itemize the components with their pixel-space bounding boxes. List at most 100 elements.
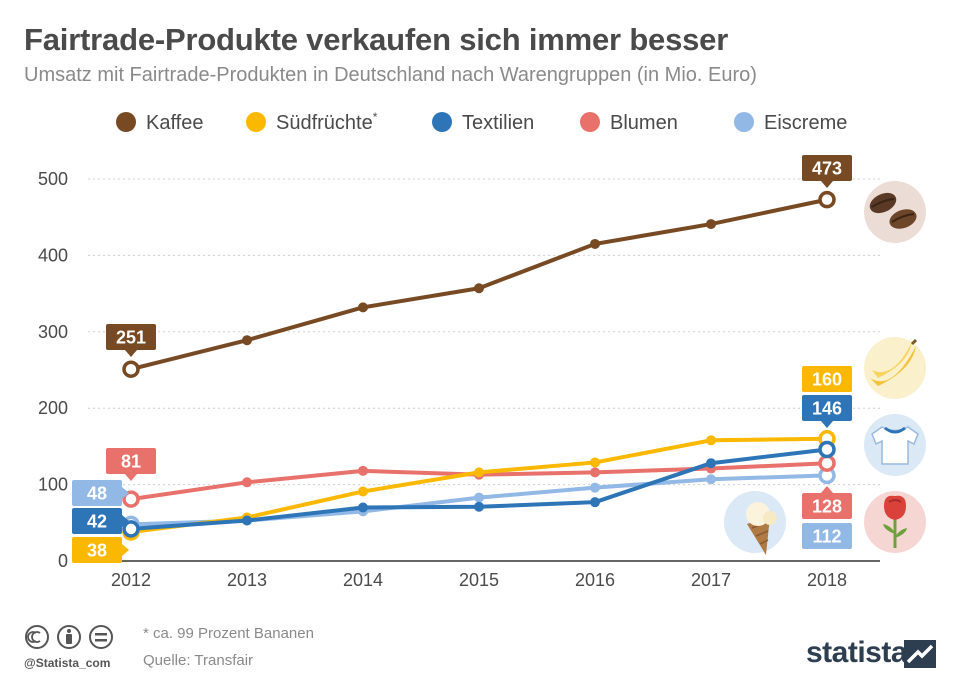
value-label-text: 112 [812, 527, 841, 547]
data-point [242, 477, 252, 488]
data-point [358, 502, 368, 513]
value-label: 42 [72, 508, 129, 534]
value-label: 112 [802, 523, 852, 549]
chart-subtitle: Umsatz mit Fairtrade-Produkten in Deutsc… [24, 64, 757, 86]
value-label-box [72, 480, 122, 506]
coffee-beans-icon [864, 181, 926, 243]
value-label-text: 38 [87, 541, 107, 561]
value-label-text: 251 [116, 328, 146, 348]
y-tick-label: 400 [38, 245, 68, 265]
x-tick-label: 2018 [807, 570, 847, 590]
value-label-box [106, 324, 156, 350]
legend-item-textilien: Textilien [432, 112, 534, 134]
x-tick-label: 2017 [691, 570, 731, 590]
value-label-box [802, 523, 852, 549]
value-label-text: 48 [87, 484, 107, 504]
data-point [706, 458, 716, 469]
value-label-box [802, 366, 852, 392]
x-tick-label: 2015 [459, 570, 499, 590]
series-kaffee [122, 190, 836, 378]
legend-label: Textilien [462, 112, 534, 134]
value-label: 81 [106, 448, 156, 481]
legend-swatch [246, 112, 266, 132]
source-note: Quelle: Transfair [143, 652, 254, 669]
data-point [706, 219, 716, 230]
legend-swatch [580, 112, 600, 132]
legend-item-blumen: Blumen [580, 112, 678, 134]
x-tick-label: 2013 [227, 570, 267, 590]
data-point [590, 457, 600, 468]
data-point [818, 190, 836, 209]
value-label-text: 146 [812, 399, 842, 419]
legend: Kaffee Südfrüchte* Textilien Blumen Eiscreme [116, 110, 847, 134]
no-derivatives-icon [89, 625, 113, 649]
legend-label: Kaffee [146, 112, 203, 134]
legend-swatch [734, 112, 754, 132]
rose-icon [864, 491, 926, 553]
value-label-box [802, 155, 852, 181]
data-point [358, 486, 368, 497]
grid [88, 178, 880, 562]
value-label-box [802, 395, 852, 421]
data-point [242, 335, 252, 346]
data-point [590, 467, 600, 478]
cc-icon [25, 625, 49, 649]
data-point [706, 474, 716, 485]
y-tick-label: 100 [38, 475, 68, 495]
value-label-box [802, 493, 852, 519]
series-textilien [122, 440, 836, 538]
legend-item-suedfruechte: Südfrüchte* [246, 110, 378, 134]
data-point [474, 492, 484, 503]
data-point [358, 302, 368, 313]
tshirt-icon [864, 414, 926, 476]
ice-cream-icon [724, 491, 786, 555]
data-point [122, 490, 140, 508]
data-point [590, 482, 600, 493]
chart-title: Fairtrade-Produkte verkaufen sich immer … [24, 22, 729, 57]
data-point [242, 515, 252, 526]
statista-logo-icon [904, 640, 936, 668]
x-tick-label: 2012 [111, 570, 151, 590]
value-label-box [72, 537, 122, 563]
attribution-icon [57, 625, 81, 649]
data-point [474, 467, 484, 478]
data-point [474, 283, 484, 294]
data-point [818, 454, 836, 472]
series-lines: 251 81 48 42 38 473 160 146 128 112 [72, 155, 852, 563]
bananas-icon [864, 337, 926, 399]
y-tick-label: 500 [38, 169, 68, 189]
legend-swatch [116, 112, 136, 132]
value-label: 48 [72, 480, 129, 506]
value-label: 251 [106, 324, 156, 357]
value-label-box [106, 448, 156, 474]
y-tick-label: 300 [38, 322, 68, 342]
footnote: * ca. 99 Prozent Bananen [143, 625, 314, 642]
data-point [818, 440, 836, 459]
value-label: 473 [802, 155, 852, 188]
value-label-text: 160 [812, 370, 842, 390]
x-tick-label: 2016 [575, 570, 615, 590]
x-axis: 2012 2013 2014 2015 2016 2017 2018 [111, 570, 847, 590]
y-axis: 0 100 200 300 400 500 [38, 169, 68, 571]
y-tick-label: 200 [38, 398, 68, 418]
legend-label: Blumen [610, 112, 678, 134]
data-point [590, 238, 600, 249]
value-label: 160 [802, 366, 852, 392]
value-label: 38 [72, 537, 129, 563]
value-label-text: 81 [121, 452, 141, 472]
data-point [706, 435, 716, 446]
data-point [122, 360, 140, 378]
twitter-handle: @Statista_com [24, 656, 111, 670]
value-label-box [72, 508, 122, 534]
value-label: 146 [802, 395, 852, 428]
license-icons [25, 625, 113, 649]
legend-swatch [432, 112, 452, 132]
data-point [122, 520, 140, 538]
data-point [358, 465, 368, 476]
line-chart: Kaffee Südfrüchte* Textilien Blumen Eiscreme… [38, 110, 926, 590]
data-point [590, 497, 600, 508]
value-label-text: 42 [87, 512, 107, 532]
data-point [474, 501, 484, 512]
value-label-text: 473 [812, 159, 842, 179]
